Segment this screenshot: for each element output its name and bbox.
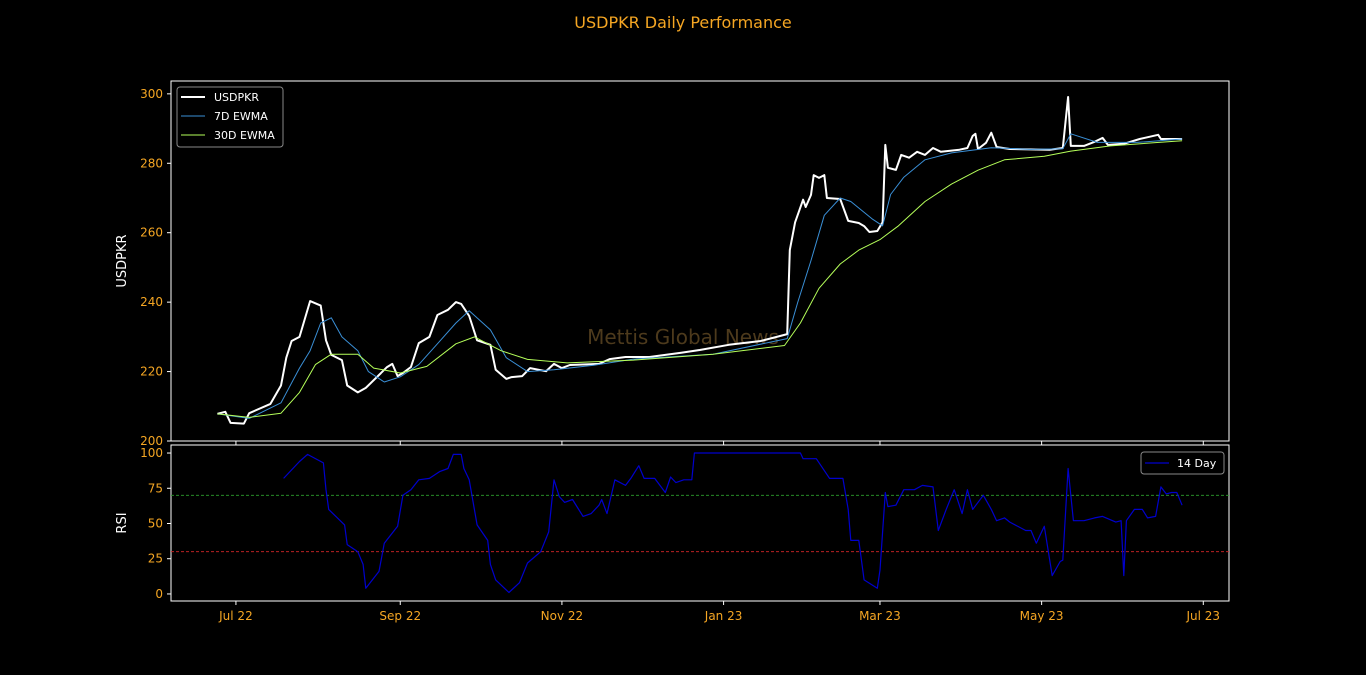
legend-label: 7D EWMA — [214, 110, 268, 123]
price-ylabel: USDPKR — [115, 234, 130, 287]
y-tick-label: 280 — [140, 156, 163, 170]
y-tick-label: 25 — [148, 552, 163, 566]
x-tick-label: Jul 23 — [1186, 609, 1221, 623]
legend-label: USDPKR — [214, 91, 259, 104]
x-tick-label: May 23 — [1020, 609, 1064, 623]
legend-label: 14 Day — [1177, 457, 1217, 470]
rsi-ylabel: RSI — [115, 512, 130, 533]
rsi-legend — [1140, 451, 1225, 475]
x-tick-label: Jan 23 — [704, 609, 743, 623]
y-tick-label: 50 — [148, 516, 163, 530]
y-tick-label: 260 — [140, 226, 163, 240]
y-tick-label: 0 — [155, 587, 163, 601]
x-tick-label: Jul 22 — [218, 609, 253, 623]
price-axes-frame — [170, 80, 1230, 442]
series-7d-ewma — [217, 133, 1183, 419]
y-tick-label: 220 — [140, 365, 163, 379]
x-tick-label: Nov 22 — [541, 609, 584, 623]
x-tick-label: Sep 22 — [379, 609, 421, 623]
y-tick-label: 200 — [140, 434, 163, 448]
legend-label: 30D EWMA — [214, 129, 275, 142]
x-tick-label: Mar 23 — [859, 609, 901, 623]
rsi-axes-frame — [170, 444, 1230, 602]
series-14-day — [283, 452, 1183, 594]
series-usdpkr — [217, 96, 1183, 425]
price-legend — [176, 86, 284, 148]
y-tick-label: 100 — [140, 446, 163, 460]
y-tick-label: 75 — [148, 481, 163, 495]
series-30d-ewma — [217, 140, 1183, 418]
y-tick-label: 300 — [140, 87, 163, 101]
y-tick-label: 240 — [140, 295, 163, 309]
watermark: Mettis Global News — [587, 325, 779, 349]
chart-title: USDPKR Daily Performance — [574, 13, 792, 32]
